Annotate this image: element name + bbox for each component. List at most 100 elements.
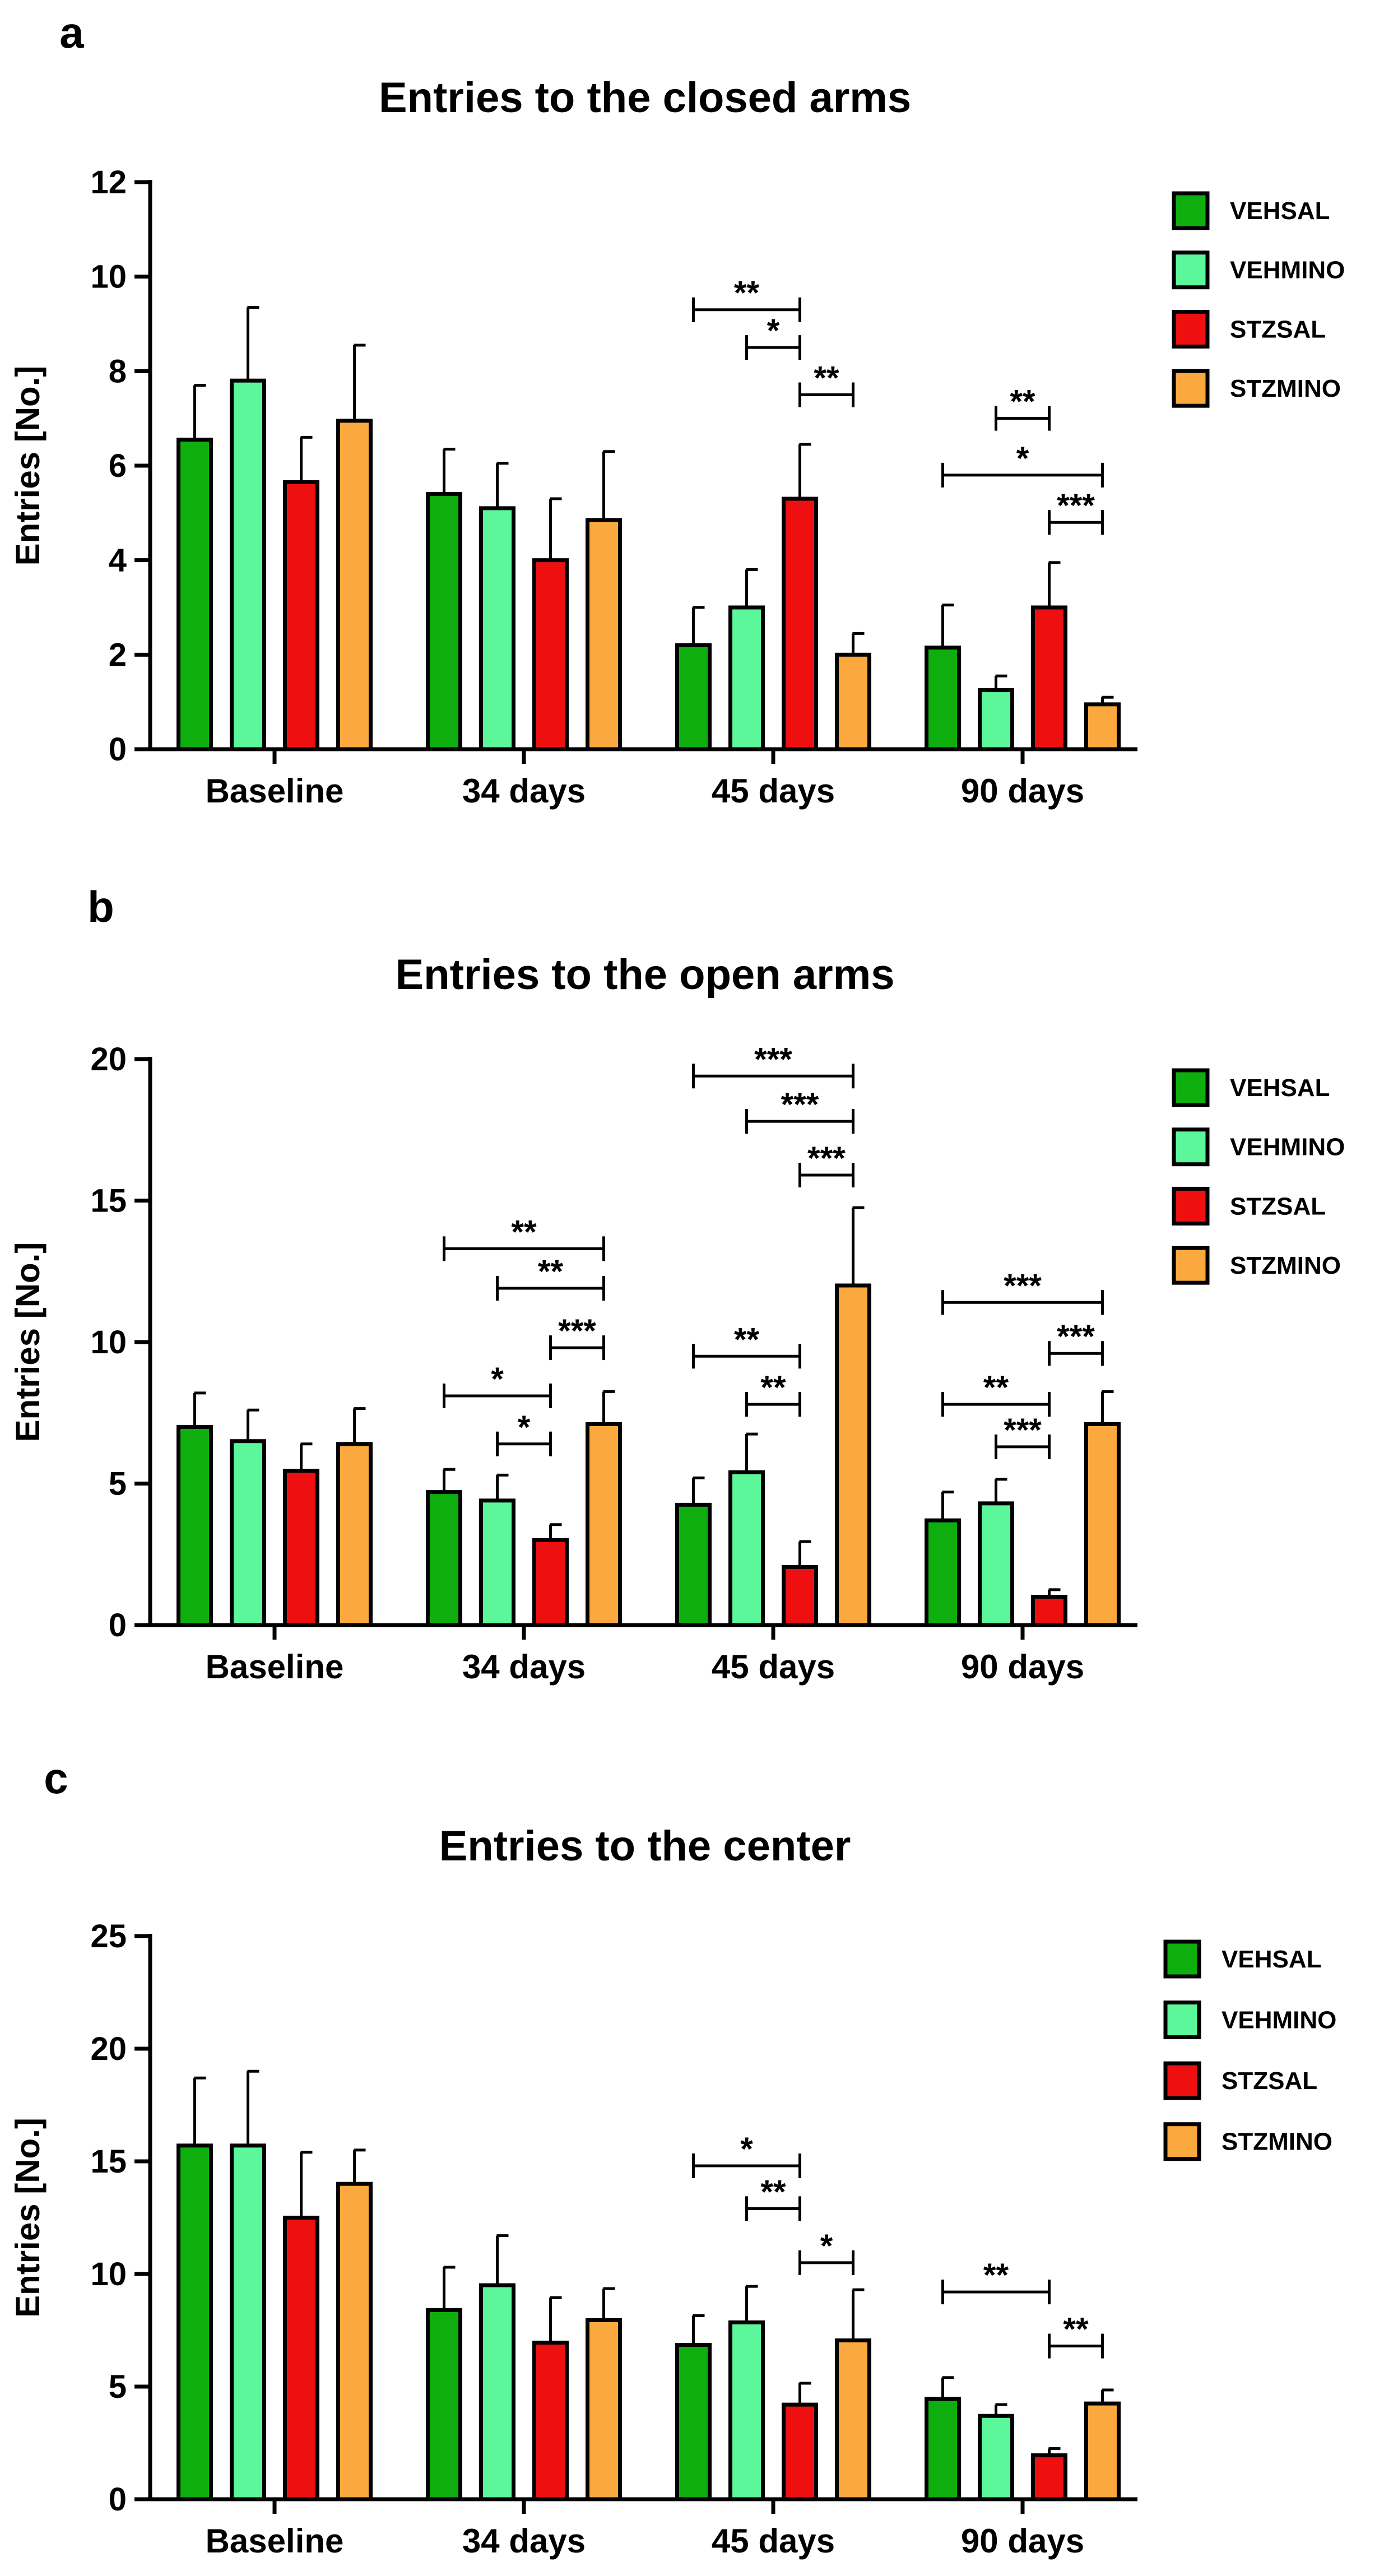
y-tick-label-1: 5 [109,1466,127,1502]
significance-label-3: * [491,1361,504,1398]
y-tick-label-4: 20 [90,1041,127,1078]
y-tick-label-4: 8 [109,353,127,389]
x-tick-label-1: 34 days [462,1648,586,1686]
x-tick-label-0: Baseline [206,772,344,810]
legend-label-vehsal: VEHSAL [1230,1074,1330,1102]
legend-label-vehsal: VEHSAL [1230,197,1330,225]
y-axis-label: Entries [No.] [9,1242,47,1442]
x-tick-label-1: 34 days [462,2522,586,2560]
x-tick-label-0: Baseline [206,1648,344,1686]
legend-swatch-stzsal [1163,2061,1201,2100]
bar-vehmino-2 [728,605,765,751]
legend-swatch-vehsal [1163,1939,1201,1979]
legend-swatch-vehmino [1172,1127,1210,1167]
legend-label-stzmino: STZMINO [1222,2128,1332,2156]
legend-swatch-vehsal [1172,191,1210,230]
x-tick-label-2: 45 days [712,2522,835,2560]
significance-label-6: *** [781,1087,819,1123]
significance-label-3: ** [1010,384,1035,420]
bar-vehmino-0 [230,2143,266,2501]
significance-label-2: ** [814,360,839,397]
bar-stzsal-3 [1031,2453,1067,2501]
y-tick-label-2: 10 [90,1324,127,1361]
bar-vehsal-0 [177,2143,213,2501]
bar-vehmino-3 [978,1501,1014,1627]
bar-vehsal-3 [925,1518,961,1627]
significance-label-0: * [740,2131,753,2167]
significance-label-0: ** [734,275,760,312]
bar-vehmino-3 [978,2413,1014,2501]
y-tick-label-1: 5 [109,2369,127,2405]
bar-vehsal-1 [426,2308,462,2501]
y-tick-label-3: 6 [109,448,127,484]
panel-label: b [87,882,114,931]
bar-stzsal-1 [532,1538,569,1627]
chart-title: Entries to the center [439,1822,851,1870]
chart-title: Entries to the open arms [395,951,894,999]
bar-stzsal-0 [283,480,319,751]
y-tick-label-3: 15 [90,1183,127,1219]
bar-stzmino-0 [336,419,373,751]
y-tick-label-6: 12 [90,164,127,201]
panel-label: c [44,1753,68,1803]
x-tick-label-3: 90 days [961,772,1084,810]
legend-label-vehmino: VEHMINO [1230,257,1345,284]
bar-vehsal-1 [426,492,462,751]
significance-label-3: ** [983,2257,1009,2294]
bar-stzmino-1 [586,518,622,751]
bar-vehmino-0 [230,378,266,751]
y-axis-label: Entries [No.] [9,366,47,566]
legend-swatch-vehmino [1172,250,1210,290]
bar-stzsal-1 [532,2341,569,2501]
significance-label-9: ** [760,1370,786,1406]
bar-vehmino-0 [230,1439,266,1627]
legend-label-stzmino: STZMINO [1230,1252,1341,1279]
bar-vehsal-0 [177,1425,213,1627]
x-tick-label-3: 90 days [961,2522,1084,2560]
significance-label-4: * [518,1409,531,1446]
significance-label-11: *** [1057,1319,1095,1355]
legend-swatch-stzsal [1172,309,1210,349]
bar-stzsal-3 [1031,605,1067,751]
x-tick-label-2: 45 days [712,772,835,810]
legend-label-stzsal: STZSAL [1230,315,1326,343]
legend-swatch-stzmino [1172,1246,1210,1285]
bar-stzmino-2 [835,1283,871,1627]
chart-panel-a: a Entries to the closed arms Entries [No.]… [9,8,1345,810]
y-tick-label-1: 2 [109,637,127,673]
legend-label-stzmino: STZMINO [1230,375,1341,402]
y-tick-label-0: 0 [109,1607,127,1644]
legend-swatch-stzsal [1172,1186,1210,1226]
chart-title: Entries to the closed arms [379,74,911,122]
bar-stzmino-3 [1084,1422,1121,1627]
bar-stzmino-3 [1084,702,1121,751]
bar-vehsal-2 [675,1502,712,1627]
bar-vehsal-3 [925,646,961,751]
panel-label: a [59,8,84,57]
bar-stzmino-3 [1084,2401,1121,2501]
legend-label-vehmino: VEHMINO [1230,1134,1345,1161]
bar-vehsal-3 [925,2397,961,2501]
significance-label-1: * [767,313,780,349]
legend-swatch-vehsal [1172,1068,1210,1107]
significance-label-2: *** [558,1313,596,1349]
y-axis-label: Entries [No.] [9,2118,47,2318]
x-tick-label-1: 34 days [462,772,586,810]
bar-stzmino-0 [336,2182,373,2501]
y-tick-label-0: 0 [109,731,127,768]
bar-stzmino-1 [586,2318,622,2501]
bar-vehmino-1 [479,506,515,751]
significance-label-5: *** [754,1041,792,1078]
y-tick-label-0: 0 [109,2481,127,2518]
bar-vehsal-2 [675,2343,712,2501]
y-tick-label-2: 10 [90,2256,127,2292]
bar-stzmino-0 [336,1442,373,1627]
legend-label-vehsal: VEHSAL [1222,1946,1321,1973]
bar-vehsal-2 [675,643,712,751]
bar-vehmino-3 [978,688,1014,751]
bar-stzsal-1 [532,558,569,751]
bar-stzmino-2 [835,652,871,751]
legend-swatch-stzmino [1172,369,1210,408]
significance-label-1: ** [760,2174,786,2210]
